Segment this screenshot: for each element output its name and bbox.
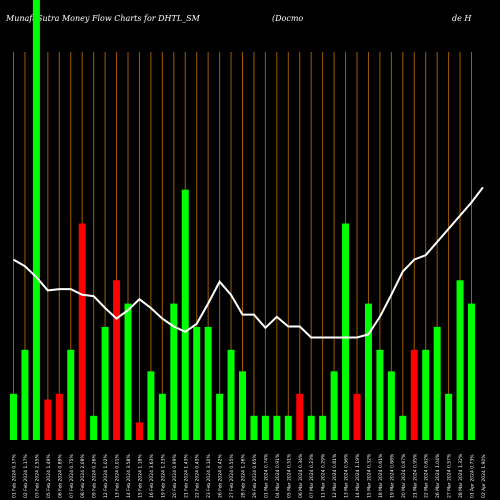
chart-title-mid: (Docmo [272, 14, 304, 23]
money-flow-bar [261, 415, 269, 440]
money-flow-bar [135, 422, 143, 440]
money-flow-bar [193, 326, 201, 440]
date-tick-label: 07 Feb 2024 0.75% [69, 454, 75, 498]
money-flow-bar [32, 0, 40, 440]
money-flow-bar [319, 415, 327, 440]
date-tick-label: 13 Feb 2024 0.01% [115, 454, 121, 498]
money-flow-bar [307, 415, 315, 440]
money-flow-bar [376, 349, 384, 440]
chart-title-left: MunafaSutra Money Flow Charts for DHTL_S… [6, 14, 200, 23]
money-flow-bar [330, 371, 338, 440]
date-tick-label: 14 Feb 2024 3.58% [126, 454, 132, 498]
date-tick-label: 01 Apr 2024 0.73% [470, 454, 476, 498]
date-tick-label: 01 Feb 2024 0.37% [12, 454, 18, 498]
money-flow-bar [124, 303, 132, 440]
money-flow-trend-line [12, 186, 484, 339]
money-flow-bar [387, 371, 395, 440]
date-tick-label: 14 Mar 2024 1.19% [355, 453, 361, 498]
date-tick-label: 07 Mar 2024 0.23% [309, 453, 315, 498]
date-tick-label: 02 Feb 2024 1.17% [23, 454, 29, 498]
money-flow-bar [158, 393, 166, 440]
money-flow-bar [90, 415, 98, 440]
money-flow-bar [273, 415, 281, 440]
date-tick-label: 18 Mar 2024 0.61% [378, 453, 384, 498]
money-flow-bar [55, 393, 63, 440]
date-tick-label: 21 Feb 2024 1.43% [183, 454, 189, 498]
date-tick-label: 11 Mar 2024 0.29% [321, 453, 327, 498]
money-flow-bar [296, 393, 304, 440]
date-tick-label: 01 Mar 2024 0.74% [263, 453, 269, 498]
date-tick-label: 05 Feb 2024 1.49% [46, 454, 52, 498]
date-tick-label: 15 Feb 2024 1.18% [137, 454, 143, 498]
date-tick-label: 08 Feb 2024 2.08% [80, 454, 86, 498]
money-flow-bar [67, 349, 75, 440]
date-tick-labels: 01 Feb 2024 0.37% 02 Feb 2024 1.17% 03 Feb… [12, 453, 487, 498]
date-tick-label: 19 Feb 2024 1.23% [160, 454, 166, 498]
date-tick-label: 29 Feb 2024 0.65% [252, 454, 258, 498]
money-flow-bar [10, 393, 17, 440]
date-tick-label: 04 Mar 2024 0.91% [275, 453, 281, 498]
date-tick-label: 15 Mar 2024 0.32% [366, 453, 372, 498]
date-tick-label: 20 Feb 2024 0.99% [172, 454, 178, 498]
money-flow-bar [147, 371, 155, 440]
date-tick-label: 27 Mar 2024 0.57% [447, 453, 453, 498]
date-tick-label: 05 Mar 2024 0.51% [286, 453, 292, 498]
date-tick-label: 26 Mar 2024 1.04% [435, 453, 441, 498]
date-tick-label: 19 Mar 2024 0.68% [389, 453, 395, 498]
date-tick-label: 28 Feb 2024 1.26% [241, 454, 247, 498]
money-flow-bars [10, 0, 475, 440]
date-tick-label: 26 Feb 2024 0.42% [218, 454, 224, 498]
date-tick-label: 23 Feb 2024 3.10% [206, 454, 212, 498]
money-flow-bar [445, 393, 453, 440]
money-flow-bar [227, 349, 235, 440]
money-flow-bar [468, 303, 475, 440]
money-flow-bar [239, 371, 246, 440]
date-tick-label: 16 Feb 2024 3.63% [149, 454, 155, 498]
date-tick-label: 13 Mar 2024 0.56% [344, 453, 350, 498]
date-tick-label: 27 Feb 2024 0.55% [229, 454, 235, 498]
money-flow-bar [364, 303, 372, 440]
money-flow-bar [433, 326, 441, 440]
money-flow-bar [284, 415, 292, 440]
money-flow-bar [353, 393, 361, 440]
date-tick-label: 20 Mar 2024 0.87% [401, 453, 407, 498]
money-flow-bar [250, 415, 258, 440]
date-tick-label: 02 Apr 2024 1.90% [481, 454, 487, 498]
money-flow-bar [44, 399, 52, 440]
money-flow-bar [101, 326, 109, 440]
date-tick-label: 28 Mar 2024 1.32% [458, 453, 464, 498]
money-flow-bar [399, 415, 407, 440]
date-tick-label: 09 Feb 2024 0.26% [92, 454, 98, 498]
money-flow-bar [410, 349, 418, 440]
money-flow-bar [204, 326, 212, 440]
money-flow-bar [342, 223, 350, 440]
date-tick-label: 03 Feb 2024 2.55% [34, 454, 40, 498]
money-flow-bar [113, 280, 121, 440]
date-tick-label: 06 Mar 2024 0.34% [298, 453, 304, 498]
money-flow-bar [181, 189, 189, 440]
money-flow-bar [422, 349, 430, 440]
money-flow-bar [78, 223, 86, 440]
date-tick-label: 06 Feb 2024 0.89% [57, 454, 63, 498]
money-flow-bar [170, 303, 178, 440]
date-tick-label: 21 Mar 2024 0.95% [412, 453, 418, 498]
money-flow-bar [456, 280, 464, 440]
date-tick-label: 22 Feb 2024 0.43% [195, 454, 201, 498]
money-flow-bar [21, 349, 29, 440]
chart-title-right: de H [452, 14, 472, 23]
date-tick-label: 12 Feb 2024 1.02% [103, 454, 109, 498]
money-flow-bar [216, 393, 224, 440]
date-tick-label: 22 Mar 2024 0.62% [424, 453, 430, 498]
date-tick-label: 12 Mar 2024 0.81% [332, 453, 338, 498]
